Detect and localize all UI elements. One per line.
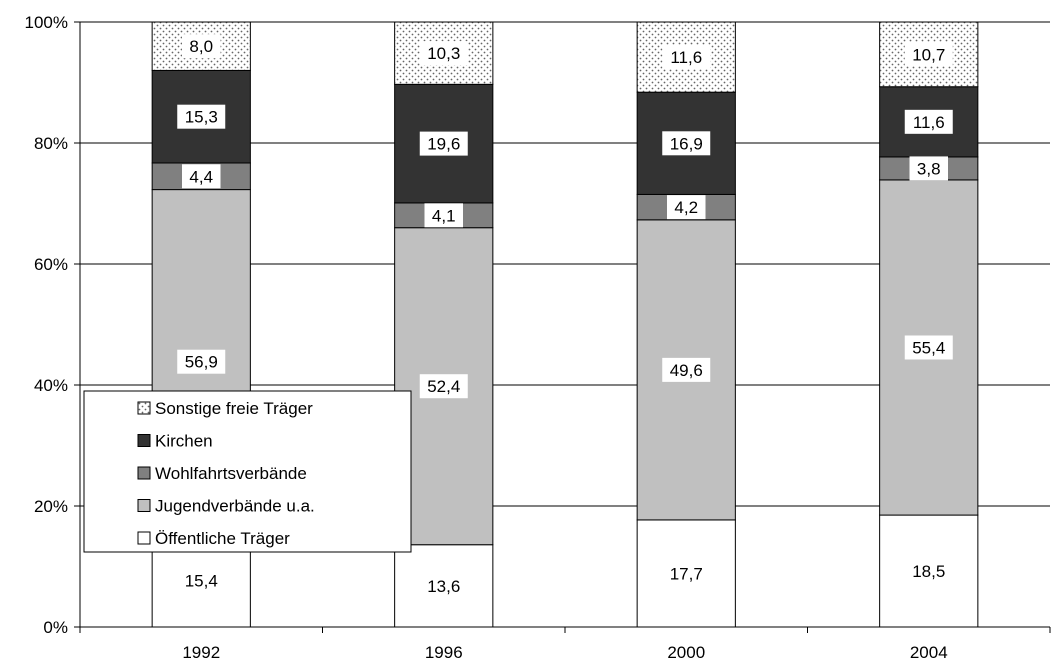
legend-swatch <box>137 434 151 447</box>
data-label: 52,4 <box>427 377 460 396</box>
data-label: 11,6 <box>670 48 702 67</box>
data-label-bg <box>177 349 226 374</box>
data-label: 3,8 <box>917 159 941 178</box>
data-label-bg <box>909 156 948 181</box>
data-label-bg <box>662 561 711 586</box>
legend-entry: Kirchen <box>155 432 213 451</box>
data-label-bg <box>419 374 468 399</box>
legend-swatch <box>137 466 151 480</box>
y-tick-label: 40% <box>34 376 68 395</box>
data-label-bg <box>177 104 226 129</box>
data-label: 13,6 <box>427 577 460 596</box>
data-label-bg <box>667 195 706 220</box>
x-tick-label: 2004 <box>910 643 948 662</box>
data-label-bg <box>419 41 468 66</box>
data-label-bg <box>182 34 221 59</box>
data-label: 56,9 <box>185 353 218 372</box>
legend-swatch <box>137 401 151 415</box>
data-label-bg <box>904 559 953 584</box>
data-label-bg <box>419 573 468 598</box>
x-tick-label: 1992 <box>182 643 220 662</box>
data-label: 55,4 <box>912 338 945 357</box>
data-label: 8,0 <box>189 37 213 56</box>
data-label-bg <box>182 164 221 189</box>
data-label: 10,7 <box>912 45 945 64</box>
data-label: 11,6 <box>913 113 945 132</box>
data-label: 16,9 <box>670 134 703 153</box>
legend-entry: Öffentliche Träger <box>155 529 290 548</box>
legend-swatch <box>137 499 151 512</box>
legend: Sonstige freie Träger Kirchen Wohlfahrtsve… <box>83 390 412 553</box>
y-tick-label: 20% <box>34 497 68 516</box>
axes: 0% 20% 40% 60% 80% 100% 1992 1996 2000 2004 <box>25 13 1051 662</box>
data-label: 15,3 <box>185 108 218 127</box>
data-label: 18,5 <box>912 562 945 581</box>
data-labels: 15,4 56,9 4,4 15,3 8,0 13,6 52,4 4,1 19,6 10,3 17,… <box>177 34 953 598</box>
data-label-bg <box>419 131 468 156</box>
data-label: 19,6 <box>427 135 460 154</box>
data-label-bg <box>424 203 463 228</box>
data-label: 4,2 <box>674 198 698 217</box>
x-tick-label: 2000 <box>667 643 705 662</box>
y-tick-label: 100% <box>25 13 68 32</box>
data-label-bg <box>662 131 711 156</box>
data-label: 4,1 <box>432 206 456 225</box>
y-tick-label: 0% <box>43 618 68 637</box>
legend-entry: Jugendverbände u.a. <box>155 497 315 516</box>
data-label-bg <box>904 42 953 67</box>
data-label: 49,6 <box>670 361 703 380</box>
data-label: 17,7 <box>670 564 703 583</box>
x-tick-label: 1996 <box>425 643 463 662</box>
data-label-bg <box>177 568 226 593</box>
data-label-bg <box>904 335 953 360</box>
data-label: 4,4 <box>189 167 213 186</box>
legend-entry: Wohlfahrtsverbände <box>155 464 307 483</box>
legend-entry: Sonstige freie Träger <box>155 399 313 418</box>
legend-swatch <box>137 531 151 545</box>
data-label-bg <box>662 357 711 382</box>
data-label-bg <box>662 45 711 70</box>
data-label: 15,4 <box>185 571 218 590</box>
y-tick-label: 60% <box>34 255 68 274</box>
y-tick-label: 80% <box>34 134 68 153</box>
data-label-bg <box>904 109 953 134</box>
data-label: 10,3 <box>427 44 460 63</box>
